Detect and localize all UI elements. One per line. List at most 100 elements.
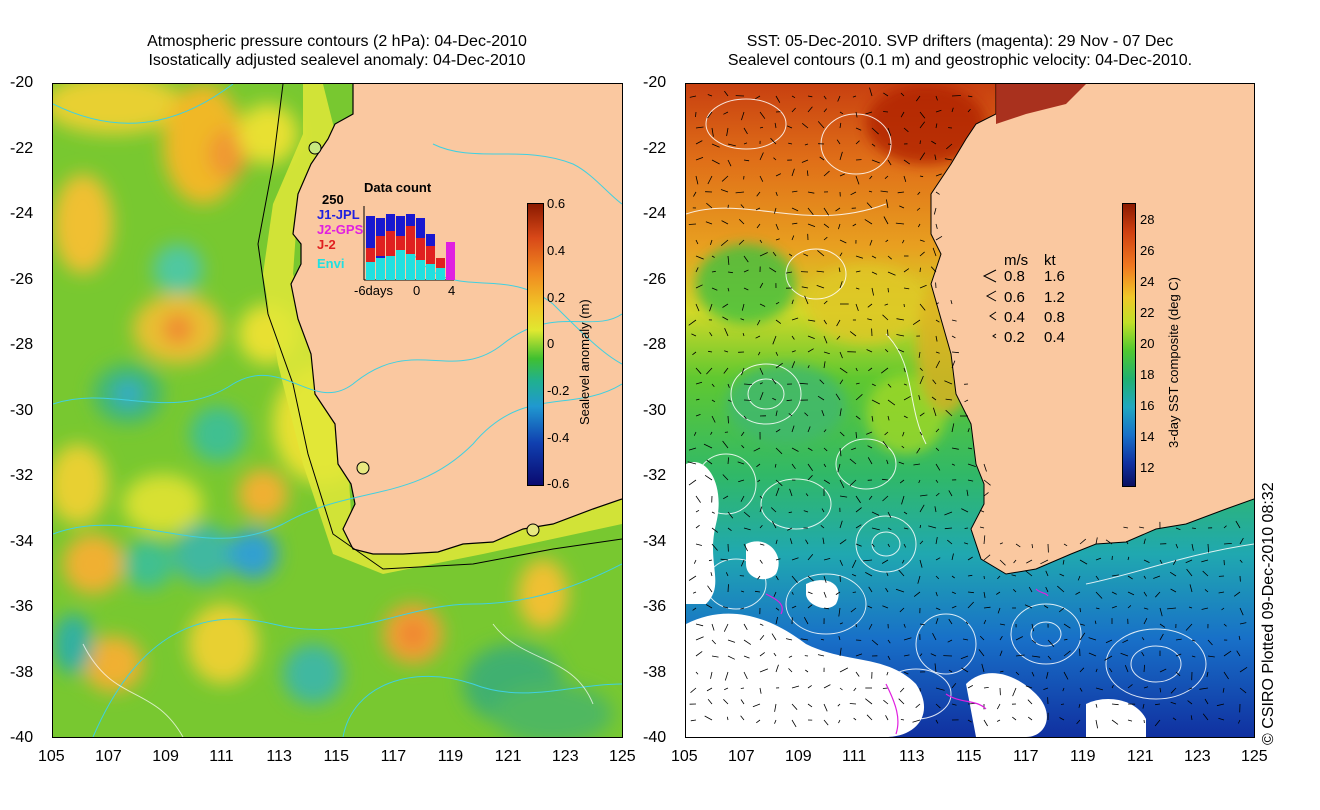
velocity-vector: [807, 447, 813, 451]
velocity-vector: [838, 607, 841, 617]
velocity-vector: [1191, 543, 1194, 551]
velocity-key-ms: 0.4: [1004, 309, 1025, 326]
velocity-vector: [835, 591, 841, 595]
velocity-vector: [807, 463, 814, 472]
velocity-vector: [839, 367, 848, 374]
velocity-vector: [967, 463, 976, 467]
velocity-vector: [817, 250, 825, 257]
velocity-vector: [1175, 638, 1182, 641]
velocity-vector: [999, 635, 1003, 641]
velocity-vector: [919, 303, 926, 311]
velocity-vector: [967, 719, 972, 723]
velocity-vector: [807, 604, 813, 609]
velocity-vector: [855, 495, 861, 504]
x-axis-tick-label: 107: [728, 748, 755, 765]
velocity-vector: [935, 447, 940, 451]
velocity-vector: [852, 95, 857, 98]
velocity-vector: [931, 396, 937, 401]
velocity-vector: [1159, 687, 1162, 693]
velocity-vector: [964, 399, 969, 403]
velocity-vector: [1031, 623, 1034, 632]
y-axis-tick-label: -24: [643, 205, 667, 222]
velocity-vector: [727, 511, 734, 519]
velocity-vector: [823, 207, 830, 216]
velocity-vector: [695, 671, 699, 675]
velocity-vector: [885, 349, 889, 353]
velocity-vector: [722, 495, 729, 500]
velocity-vector: [785, 638, 793, 641]
velocity-vector: [999, 542, 1003, 545]
velocity-vector: [865, 111, 873, 115]
velocity-vector: [759, 152, 764, 161]
velocity-vector: [1202, 713, 1209, 721]
velocity-vector: [805, 539, 809, 545]
velocity-vector: [899, 687, 905, 693]
velocity-vector: [693, 191, 697, 197]
colorbar-tick: 0.6: [547, 196, 566, 211]
velocity-vector: [775, 173, 781, 177]
y-axis-tick-label: -28: [643, 336, 667, 353]
velocity-vector: [1191, 639, 1196, 642]
velocity-vector: [1027, 716, 1033, 721]
velocity-vector: [1079, 632, 1086, 641]
velocity-vector: [1199, 687, 1209, 690]
colorbar-tick: 0: [547, 336, 555, 351]
velocity-vector: [710, 239, 713, 246]
velocity-vector: [823, 236, 828, 241]
velocity-vector: [707, 111, 713, 119]
velocity-vector: [743, 255, 749, 263]
velocity-vector: [710, 431, 713, 435]
velocity-vector: [932, 379, 937, 385]
velocity-vector: [720, 558, 729, 561]
velocity-key-kt: 1.2: [1044, 289, 1065, 306]
colorbar-tick: 0.4: [547, 243, 566, 258]
velocity-vector: [944, 527, 953, 530]
velocity-vector: [735, 191, 745, 194]
x-axis-tick-label: 109: [785, 748, 812, 765]
velocity-vector: [839, 252, 843, 257]
velocity-vector: [788, 668, 793, 673]
velocity-vector: [983, 492, 989, 497]
velocity-vector: [823, 591, 827, 598]
velocity-vector: [737, 461, 745, 465]
velocity-vector: [693, 559, 697, 564]
velocity-vector: [723, 367, 729, 374]
velocity-vector: [839, 408, 842, 417]
velocity-vector: [740, 495, 745, 502]
velocity-vector: [803, 510, 809, 513]
y-axis-tick-label: -32: [643, 467, 667, 484]
velocity-vector: [869, 87, 873, 97]
velocity-vector: [898, 349, 905, 353]
velocity-vector: [851, 574, 857, 577]
velocity-vector: [817, 121, 825, 129]
velocity-vector: [1095, 668, 1098, 673]
velocity-vector: [791, 235, 795, 241]
velocity-vector: [1143, 607, 1149, 610]
velocity-vector: [771, 633, 777, 641]
velocity-vector: [1077, 575, 1081, 581]
velocity-vector: [726, 716, 729, 721]
velocity-vector: [948, 618, 953, 625]
velocity-vector: [835, 393, 841, 401]
velocity-vector: [1127, 605, 1132, 609]
velocity-vector: [887, 527, 892, 531]
velocity-vector: [724, 687, 729, 691]
velocity-vector: [839, 539, 847, 545]
velocity-vector: [898, 569, 905, 577]
velocity-vector: [1204, 698, 1209, 705]
velocity-vector: [1095, 591, 1103, 599]
velocity-vector: [1143, 686, 1149, 689]
sst-colorbar-label: 3-day SST composite (deg C): [1166, 277, 1181, 448]
y-axis-tick-label: -38: [643, 663, 667, 681]
velocity-vector: [1045, 570, 1049, 577]
velocity-vector: [866, 714, 873, 721]
velocity-vector: [932, 247, 937, 257]
velocity-vector: [887, 415, 890, 421]
velocity-vector: [871, 271, 878, 275]
velocity-vector: [775, 319, 782, 324]
velocity-vector: [775, 95, 781, 103]
velocity-vector: [1058, 607, 1065, 613]
velocity-vector: [1095, 557, 1102, 561]
velocity-vector: [707, 94, 713, 97]
velocity-vector: [791, 335, 795, 340]
